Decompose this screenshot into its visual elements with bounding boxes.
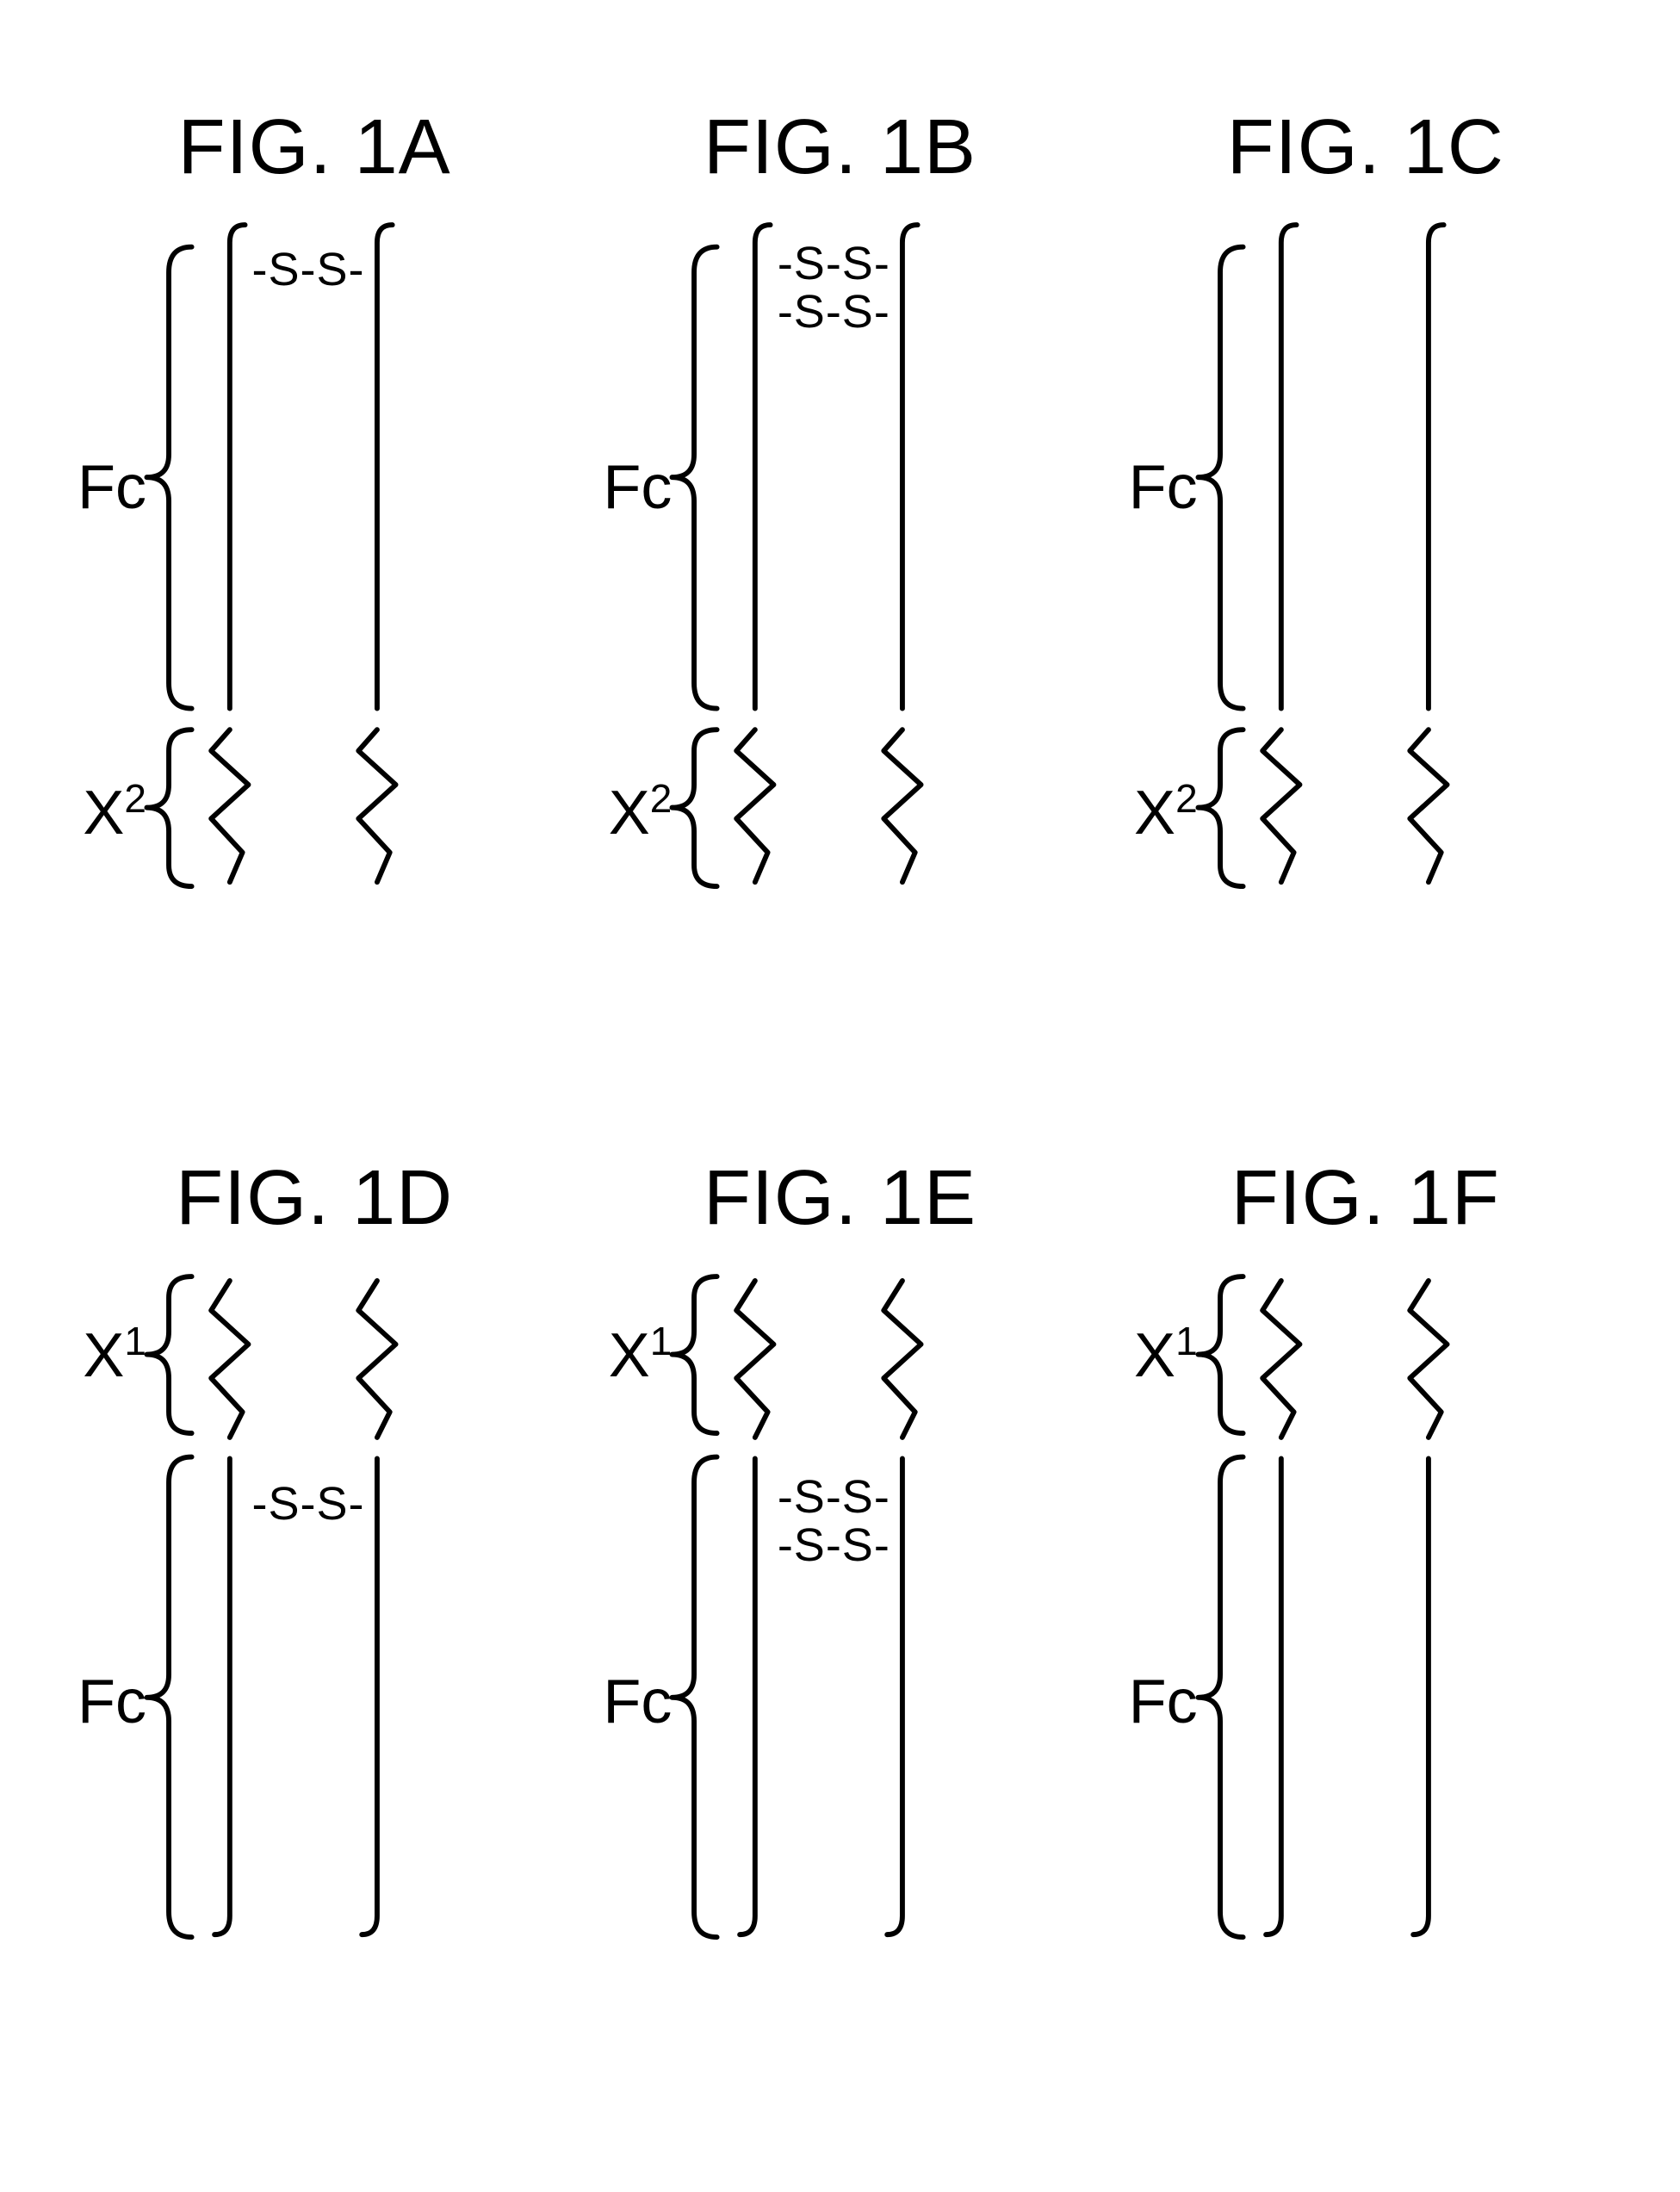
label-x: X2: [586, 775, 672, 848]
brace-x: [146, 1276, 191, 1433]
label-fc: Fc: [586, 1667, 672, 1737]
right-chain-fc: [362, 1459, 377, 1935]
panel-title: FIG. 1F: [1231, 1154, 1500, 1243]
panel-fig-1c: FIG. 1C Fc X2: [1120, 103, 1611, 965]
disulfide-bond: -S-S-: [769, 288, 898, 336]
disulfide-bond: -S-S-: [769, 1521, 898, 1569]
right-chain-fc: [902, 225, 918, 708]
left-chain-fc: [214, 1459, 230, 1935]
left-chain-x: [1262, 1281, 1299, 1438]
brace-fc: [673, 247, 717, 709]
panel-fig-1a: FIG. 1A Fc X2 -S-S-: [69, 103, 560, 965]
panel-title: FIG. 1C: [1227, 103, 1504, 192]
panel-title: FIG. 1D: [176, 1154, 453, 1243]
label-x: X1: [1112, 1318, 1198, 1391]
panel-title: FIG. 1E: [704, 1154, 976, 1243]
panel-fig-1f: FIG. 1F X1 Fc: [1120, 1154, 1611, 2015]
brace-fc: [1198, 247, 1243, 709]
disulfide-bond: -S-S-: [769, 239, 898, 288]
label-x: X2: [60, 775, 146, 848]
right-chain-x: [884, 1281, 921, 1438]
panel-fig-1d: FIG. 1D X1 Fc -S-S-: [69, 1154, 560, 2015]
brace-x: [1198, 730, 1243, 886]
right-chain-x: [1410, 730, 1447, 882]
panel-fig-1b: FIG. 1B Fc X2 -S-S- -S-S-: [594, 103, 1085, 965]
label-fc: Fc: [1112, 1667, 1198, 1737]
left-chain-fc: [755, 225, 771, 708]
panel-fig-1e: FIG. 1E X1 Fc -S-S- -S-S-: [594, 1154, 1085, 2015]
right-chain-fc: [1413, 1459, 1429, 1935]
right-chain-x: [358, 1281, 395, 1438]
brace-x: [1198, 1276, 1243, 1433]
label-fc: Fc: [1112, 452, 1198, 523]
brace-fc: [673, 1457, 717, 1938]
label-fc: Fc: [60, 452, 146, 523]
brace-fc: [1198, 1457, 1243, 1938]
disulfide-bond: -S-S-: [769, 1473, 898, 1521]
label-x: X2: [1112, 775, 1198, 848]
figure-grid: FIG. 1A Fc X2 -S-S- FIG. 1B: [69, 103, 1611, 2015]
left-chain-x: [211, 730, 248, 882]
label-x: X1: [586, 1318, 672, 1391]
panel-title: FIG. 1B: [704, 103, 976, 192]
left-chain-x: [737, 730, 774, 882]
left-chain-fc: [1266, 1459, 1281, 1935]
left-chain-x: [737, 1281, 774, 1438]
label-fc: Fc: [586, 452, 672, 523]
left-chain-fc: [740, 1459, 755, 1935]
brace-x: [673, 730, 717, 886]
left-chain-fc: [230, 225, 245, 708]
brace-fc: [146, 247, 191, 709]
right-chain-fc: [377, 225, 393, 708]
right-chain-x: [1410, 1281, 1447, 1438]
disulfide-bond: -S-S-: [244, 245, 373, 294]
right-chain-x: [358, 730, 395, 882]
disulfide-bond: -S-S-: [244, 1480, 373, 1528]
left-chain-x: [211, 1281, 248, 1438]
label-x: X1: [60, 1318, 146, 1391]
left-chain-x: [1262, 730, 1299, 882]
panel-title: FIG. 1A: [178, 103, 451, 192]
brace-x: [673, 1276, 717, 1433]
right-chain-x: [884, 730, 921, 882]
label-fc: Fc: [60, 1667, 146, 1737]
right-chain-fc: [1429, 225, 1444, 708]
brace-x: [146, 730, 191, 886]
brace-fc: [146, 1457, 191, 1938]
left-chain-fc: [1280, 225, 1296, 708]
